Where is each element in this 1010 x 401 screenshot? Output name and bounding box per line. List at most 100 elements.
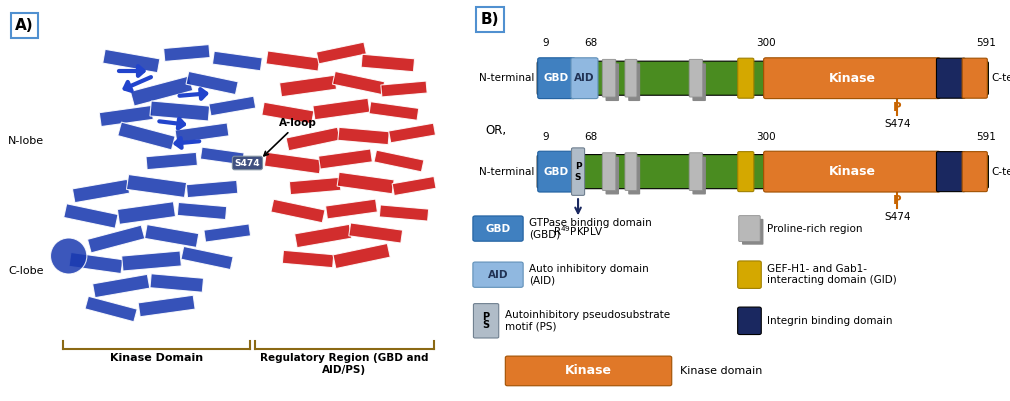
Polygon shape xyxy=(149,274,204,292)
Text: S474: S474 xyxy=(884,213,911,223)
Text: Integrin binding domain: Integrin binding domain xyxy=(768,316,893,326)
Text: R$^{49}$PKPLV: R$^{49}$PKPLV xyxy=(552,224,604,238)
Text: AID: AID xyxy=(575,73,595,83)
FancyBboxPatch shape xyxy=(963,152,988,192)
FancyBboxPatch shape xyxy=(737,307,762,334)
Text: N-terminal: N-terminal xyxy=(479,73,534,83)
Polygon shape xyxy=(295,224,351,248)
Polygon shape xyxy=(178,203,226,220)
Text: C-terminal: C-terminal xyxy=(991,167,1010,176)
Polygon shape xyxy=(262,102,314,124)
Polygon shape xyxy=(337,172,394,194)
Polygon shape xyxy=(316,42,367,64)
Polygon shape xyxy=(175,123,229,143)
Text: Kinase domain: Kinase domain xyxy=(681,366,763,376)
Polygon shape xyxy=(283,250,333,267)
Text: P: P xyxy=(893,101,902,113)
FancyBboxPatch shape xyxy=(742,219,764,245)
Text: GBD: GBD xyxy=(486,224,511,233)
Text: S474: S474 xyxy=(234,158,261,168)
FancyBboxPatch shape xyxy=(625,153,637,190)
Polygon shape xyxy=(325,199,378,219)
FancyBboxPatch shape xyxy=(602,153,616,190)
Text: P: P xyxy=(893,194,902,207)
FancyBboxPatch shape xyxy=(572,148,585,195)
FancyBboxPatch shape xyxy=(693,63,706,101)
FancyBboxPatch shape xyxy=(537,151,576,192)
FancyBboxPatch shape xyxy=(606,157,619,194)
FancyBboxPatch shape xyxy=(602,59,616,97)
Polygon shape xyxy=(200,147,244,165)
FancyBboxPatch shape xyxy=(764,151,940,192)
Text: N-lobe: N-lobe xyxy=(8,136,44,146)
Text: Auto inhibitory domain
(AID): Auto inhibitory domain (AID) xyxy=(529,264,648,286)
Polygon shape xyxy=(85,296,137,322)
Polygon shape xyxy=(286,127,340,151)
FancyBboxPatch shape xyxy=(764,58,940,99)
Polygon shape xyxy=(209,96,256,116)
Polygon shape xyxy=(93,274,149,298)
Polygon shape xyxy=(99,105,154,127)
Polygon shape xyxy=(144,225,199,247)
Text: Autoinhibitory pseudosubstrate
motif (PS): Autoinhibitory pseudosubstrate motif (PS… xyxy=(505,310,671,332)
FancyBboxPatch shape xyxy=(625,59,637,97)
Text: P: P xyxy=(575,162,582,171)
FancyBboxPatch shape xyxy=(689,59,703,97)
Text: Proline-rich region: Proline-rich region xyxy=(768,224,863,233)
Text: A): A) xyxy=(15,18,33,33)
Polygon shape xyxy=(149,101,210,121)
FancyBboxPatch shape xyxy=(936,152,966,192)
Text: 300: 300 xyxy=(756,132,776,142)
Text: GEF-H1- and Gab1-
interacting domain (GID): GEF-H1- and Gab1- interacting domain (GI… xyxy=(768,264,897,286)
FancyBboxPatch shape xyxy=(474,304,499,338)
FancyBboxPatch shape xyxy=(571,58,598,99)
Polygon shape xyxy=(338,128,389,145)
Text: 68: 68 xyxy=(584,38,597,48)
Polygon shape xyxy=(381,81,427,97)
Text: 9: 9 xyxy=(542,38,549,48)
FancyBboxPatch shape xyxy=(473,262,523,287)
Polygon shape xyxy=(117,202,176,224)
FancyBboxPatch shape xyxy=(628,157,640,194)
FancyBboxPatch shape xyxy=(737,152,753,192)
Text: B): B) xyxy=(481,12,499,27)
FancyBboxPatch shape xyxy=(505,356,672,386)
Polygon shape xyxy=(212,51,263,71)
Polygon shape xyxy=(313,98,370,120)
Text: Kinase Domain: Kinase Domain xyxy=(110,353,203,363)
Polygon shape xyxy=(332,71,385,95)
Polygon shape xyxy=(392,176,436,196)
Polygon shape xyxy=(290,177,340,194)
Polygon shape xyxy=(138,295,195,317)
Text: GBD: GBD xyxy=(544,73,569,83)
Polygon shape xyxy=(369,102,419,120)
Text: 300: 300 xyxy=(756,38,776,48)
Text: Regulatory Region (GBD and
AID/PS): Regulatory Region (GBD and AID/PS) xyxy=(261,353,428,375)
Polygon shape xyxy=(348,223,403,243)
FancyBboxPatch shape xyxy=(537,155,989,189)
Text: C-lobe: C-lobe xyxy=(8,266,43,276)
Polygon shape xyxy=(362,54,414,72)
Text: 68: 68 xyxy=(584,132,597,142)
FancyBboxPatch shape xyxy=(936,58,966,98)
Polygon shape xyxy=(187,180,237,198)
Text: AID: AID xyxy=(488,270,508,279)
Text: 591: 591 xyxy=(976,38,996,48)
FancyBboxPatch shape xyxy=(737,58,753,98)
Text: OR,: OR, xyxy=(486,124,507,137)
Text: Kinase: Kinase xyxy=(828,165,876,178)
FancyBboxPatch shape xyxy=(537,58,576,99)
FancyBboxPatch shape xyxy=(628,63,640,101)
Polygon shape xyxy=(126,174,187,197)
Polygon shape xyxy=(186,71,238,95)
Polygon shape xyxy=(380,205,428,221)
Polygon shape xyxy=(88,225,144,253)
Polygon shape xyxy=(265,152,321,174)
FancyBboxPatch shape xyxy=(963,58,988,98)
Text: S: S xyxy=(575,172,582,182)
Polygon shape xyxy=(64,204,118,228)
Text: N-terminal: N-terminal xyxy=(479,167,534,176)
Polygon shape xyxy=(130,76,193,106)
Polygon shape xyxy=(204,224,250,242)
FancyBboxPatch shape xyxy=(537,61,989,95)
